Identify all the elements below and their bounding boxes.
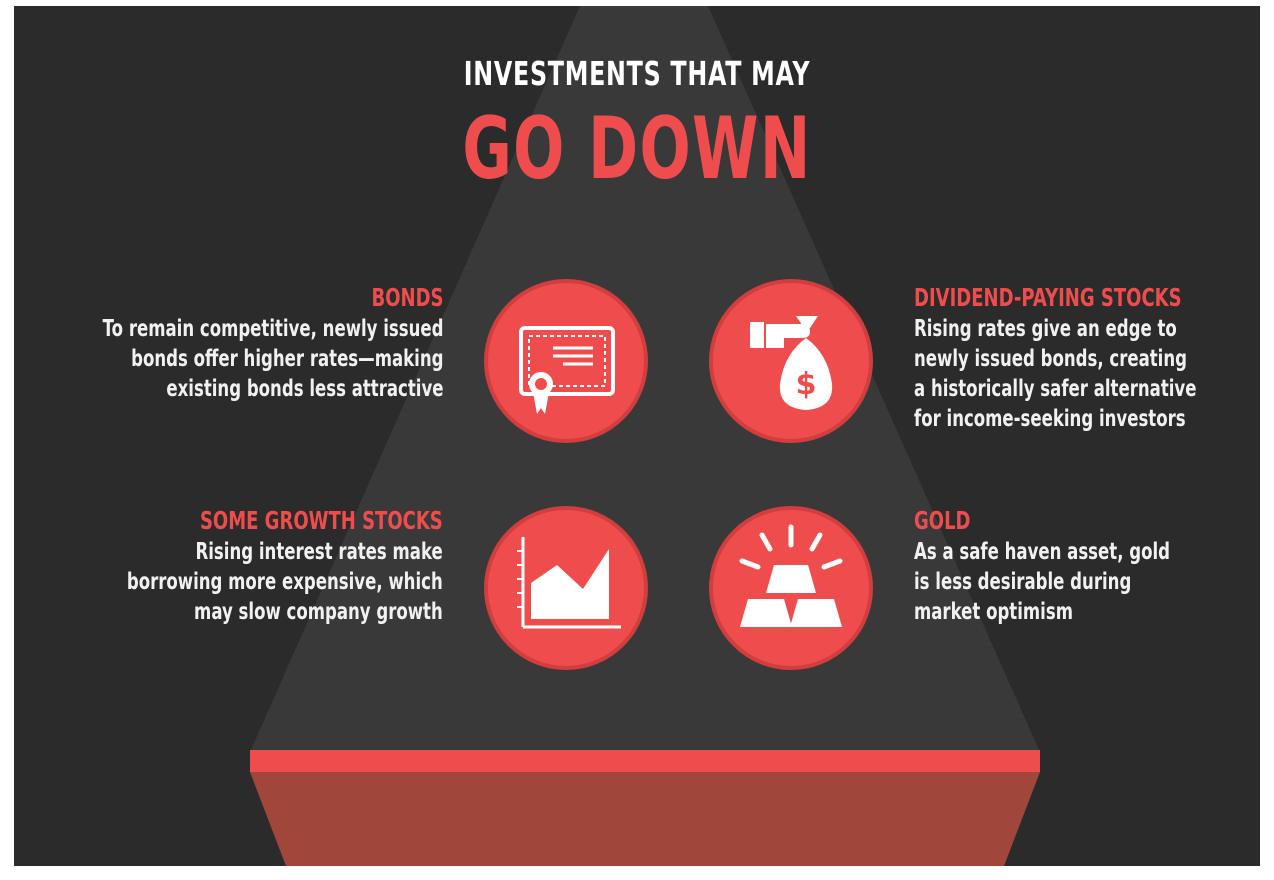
pedestal-front xyxy=(250,772,1040,866)
bonds-heading: BONDS xyxy=(371,283,443,312)
bonds-text-line: bonds offer higher rates—making xyxy=(130,346,443,372)
money-bag-hand-icon: $ xyxy=(709,279,873,443)
dividend-stocks-text-line: Rising rates give an edge to xyxy=(914,316,1177,342)
bonds-text-line: existing bonds less attractive xyxy=(165,376,444,402)
title-line-1: INVESTMENTS THAT MAY xyxy=(463,54,811,93)
title-line-2: GO DOWN xyxy=(462,99,812,199)
growth-stocks-text-line: Rising interest rates make xyxy=(195,539,443,565)
bonds-block: BONDS To remain competitive, newly issue… xyxy=(102,282,443,404)
dividend-stocks-text-line: for income-seeking investors xyxy=(914,406,1186,432)
dividend-stocks-block: DIVIDEND-PAYING STOCKS Rising rates give… xyxy=(914,282,1196,434)
gold-text-line: is less desirable during xyxy=(914,569,1132,595)
gold-heading: GOLD xyxy=(914,506,971,535)
gold-bars-icon xyxy=(709,506,873,670)
gold-block: GOLD As a safe haven asset, gold is less… xyxy=(914,505,1170,627)
dividend-stocks-text-line: newly issued bonds, creating xyxy=(914,346,1188,372)
gold-text-line: market optimism xyxy=(914,599,1073,625)
dollar-sign: $ xyxy=(796,367,817,402)
growth-stocks-heading: SOME GROWTH STOCKS xyxy=(200,506,443,535)
gold-text-line: As a safe haven asset, gold xyxy=(914,539,1171,565)
growth-stocks-text-line: may slow company growth xyxy=(194,599,443,625)
growth-stocks-text-line: borrowing more expensive, which xyxy=(127,569,443,595)
infographic-canvas: INVESTMENTS THAT MAY GO DOWN BONDS To re… xyxy=(14,6,1260,866)
bonds-text-line: To remain competitive, newly issued xyxy=(102,316,443,342)
dividend-stocks-heading: DIVIDEND-PAYING STOCKS xyxy=(914,283,1182,312)
area-chart-icon xyxy=(484,506,648,670)
growth-stocks-block: SOME GROWTH STOCKS Rising interest rates… xyxy=(127,505,443,627)
pedestal-top-stripe xyxy=(250,750,1040,772)
dividend-stocks-text-line: a historically safer alternative xyxy=(914,376,1197,402)
certificate-icon xyxy=(484,279,648,443)
